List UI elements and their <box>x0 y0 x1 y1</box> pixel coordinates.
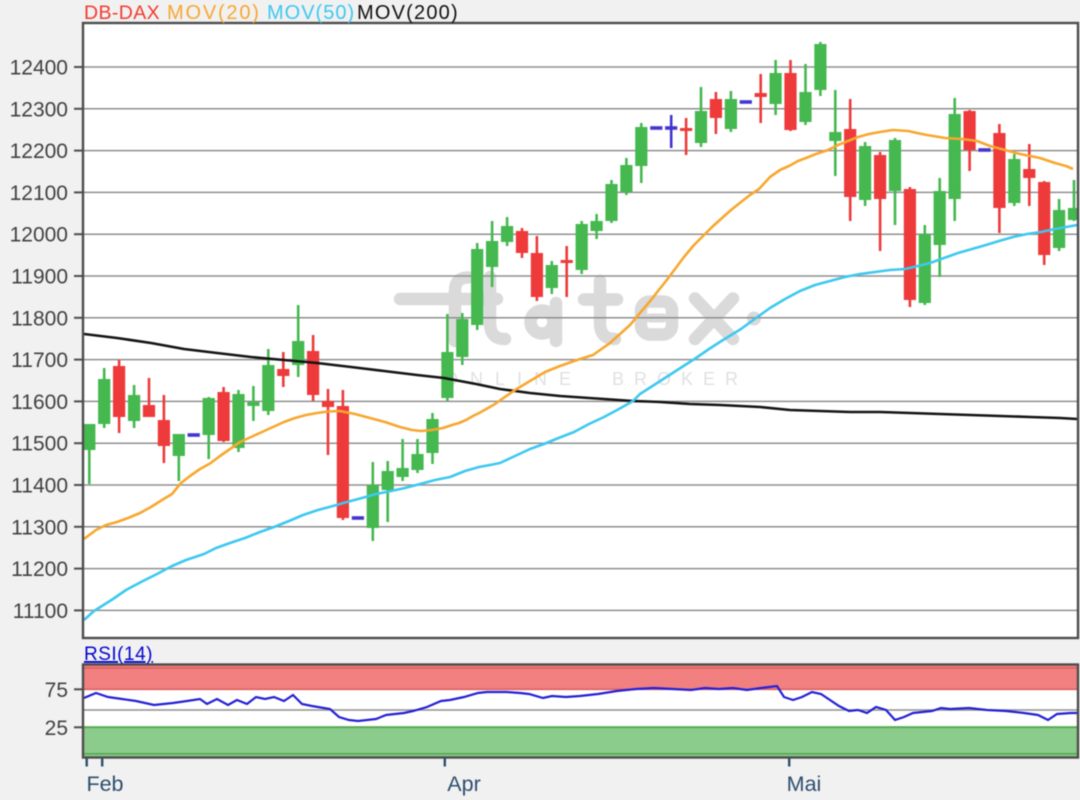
svg-text:11200: 11200 <box>11 558 68 581</box>
svg-text:Apr: Apr <box>447 772 480 796</box>
svg-text:11600: 11600 <box>11 391 68 414</box>
svg-text:75: 75 <box>45 679 68 702</box>
svg-text:ONLINE: ONLINE <box>444 369 583 389</box>
svg-text:11300: 11300 <box>11 516 68 539</box>
svg-text:MOV(20): MOV(20) <box>167 2 261 24</box>
svg-text:11100: 11100 <box>13 600 68 623</box>
svg-text:12400: 12400 <box>10 57 68 80</box>
svg-text:MOV(50): MOV(50) <box>267 2 355 24</box>
svg-text:DB-DAX: DB-DAX <box>84 2 160 24</box>
svg-text:11700: 11700 <box>11 349 68 372</box>
svg-text:11500: 11500 <box>11 433 68 456</box>
svg-text:RSI(14): RSI(14) <box>84 644 153 665</box>
svg-text:11400: 11400 <box>11 475 68 498</box>
svg-text:12000: 12000 <box>10 224 68 247</box>
svg-text:Mai: Mai <box>787 772 822 796</box>
svg-text:MOV(200): MOV(200) <box>357 2 459 24</box>
svg-text:25: 25 <box>45 717 68 740</box>
svg-text:11800: 11800 <box>11 307 68 330</box>
svg-text:12200: 12200 <box>10 140 68 163</box>
svg-text:11900: 11900 <box>11 266 68 289</box>
svg-text:BROKER: BROKER <box>612 369 748 389</box>
svg-text:12100: 12100 <box>10 182 68 205</box>
svg-text:Feb: Feb <box>86 772 123 796</box>
svg-text:12300: 12300 <box>10 98 68 121</box>
